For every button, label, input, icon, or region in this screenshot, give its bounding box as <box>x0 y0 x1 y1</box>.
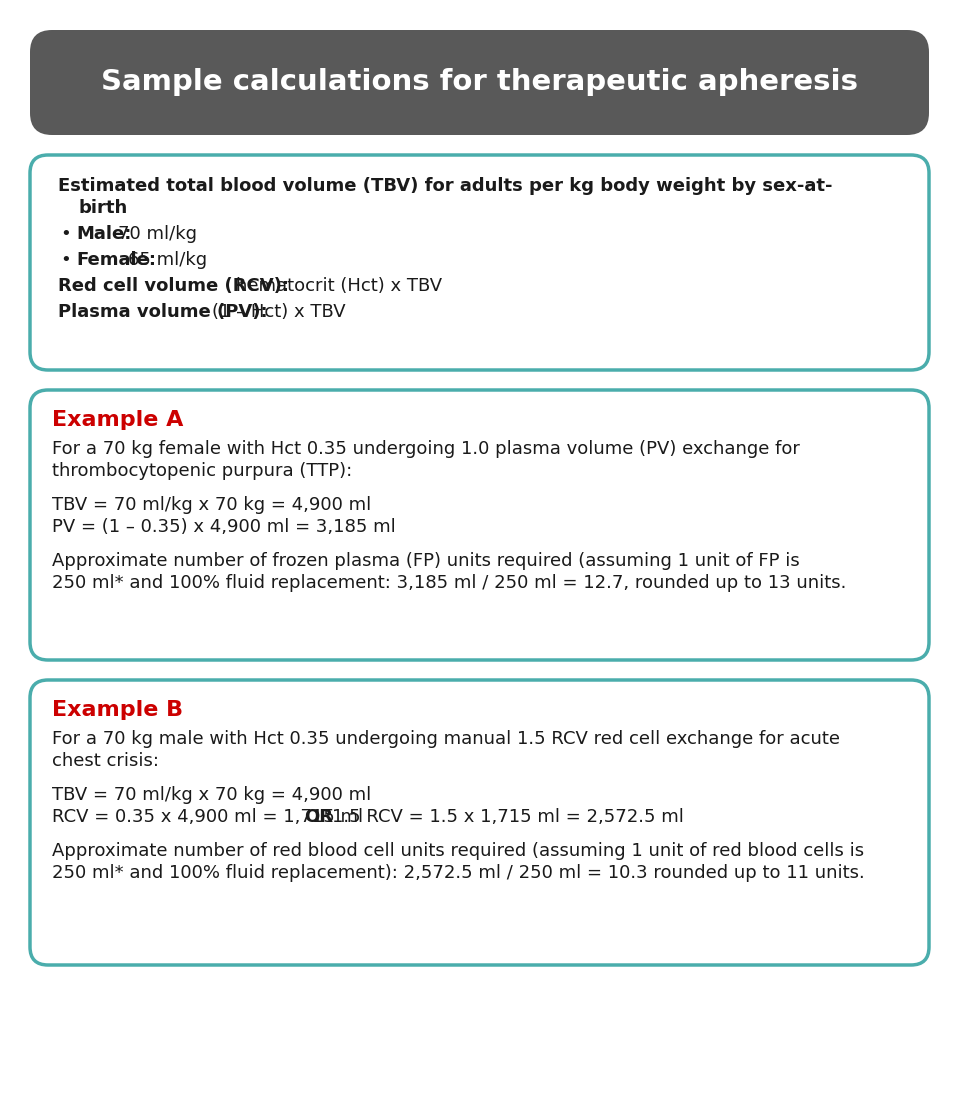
Text: TBV = 70 ml/kg x 70 kg = 4,900 ml: TBV = 70 ml/kg x 70 kg = 4,900 ml <box>52 496 371 514</box>
FancyBboxPatch shape <box>30 155 929 370</box>
Text: OR: OR <box>304 808 333 826</box>
FancyBboxPatch shape <box>30 30 929 135</box>
FancyBboxPatch shape <box>30 681 929 965</box>
Text: 250 ml* and 100% fluid replacement): 2,572.5 ml / 250 ml = 10.3 rounded up to 11: 250 ml* and 100% fluid replacement): 2,5… <box>52 864 865 882</box>
Text: RCV = 0.35 x 4,900 ml = 1,715 ml: RCV = 0.35 x 4,900 ml = 1,715 ml <box>52 808 363 826</box>
Text: Example B: Example B <box>52 699 183 719</box>
Text: 1.5 RCV = 1.5 x 1,715 ml = 2,572.5 ml: 1.5 RCV = 1.5 x 1,715 ml = 2,572.5 ml <box>332 808 684 826</box>
Text: Estimated total blood volume (TBV) for adults per kg body weight by sex-at-: Estimated total blood volume (TBV) for a… <box>58 177 832 195</box>
Text: •: • <box>60 225 71 244</box>
Text: PV = (1 – 0.35) x 4,900 ml = 3,185 ml: PV = (1 – 0.35) x 4,900 ml = 3,185 ml <box>52 518 396 536</box>
Text: Plasma volume (PV):: Plasma volume (PV): <box>58 302 268 321</box>
Text: Example A: Example A <box>52 410 183 430</box>
Text: For a 70 kg male with Hct 0.35 undergoing manual 1.5 RCV red cell exchange for a: For a 70 kg male with Hct 0.35 undergoin… <box>52 729 840 748</box>
Text: TBV = 70 ml/kg x 70 kg = 4,900 ml: TBV = 70 ml/kg x 70 kg = 4,900 ml <box>52 786 371 804</box>
Text: Red cell volume (RCV):: Red cell volume (RCV): <box>58 277 289 295</box>
Text: Approximate number of red blood cell units required (assuming 1 unit of red bloo: Approximate number of red blood cell uni… <box>52 842 864 860</box>
Text: hematocrit (Hct) x TBV: hematocrit (Hct) x TBV <box>236 277 442 295</box>
Text: Male:: Male: <box>76 225 131 244</box>
Text: Approximate number of frozen plasma (FP) units required (assuming 1 unit of FP i: Approximate number of frozen plasma (FP)… <box>52 552 800 570</box>
Text: 250 ml* and 100% fluid replacement: 3,185 ml / 250 ml = 12.7, rounded up to 13 u: 250 ml* and 100% fluid replacement: 3,18… <box>52 574 847 592</box>
Text: birth: birth <box>78 199 128 217</box>
FancyBboxPatch shape <box>30 390 929 661</box>
Text: For a 70 kg female with Hct 0.35 undergoing 1.0 plasma volume (PV) exchange for: For a 70 kg female with Hct 0.35 undergo… <box>52 440 800 458</box>
Text: 65 ml/kg: 65 ml/kg <box>128 251 207 269</box>
Text: Female:: Female: <box>76 251 156 269</box>
Text: thrombocytopenic purpura (TTP):: thrombocytopenic purpura (TTP): <box>52 461 352 480</box>
Text: (1 – Hct) x TBV: (1 – Hct) x TBV <box>212 302 345 321</box>
Text: chest crisis:: chest crisis: <box>52 752 159 770</box>
Text: Sample calculations for therapeutic apheresis: Sample calculations for therapeutic aphe… <box>101 69 858 97</box>
Text: 70 ml/kg: 70 ml/kg <box>118 225 197 244</box>
Text: •: • <box>60 251 71 269</box>
